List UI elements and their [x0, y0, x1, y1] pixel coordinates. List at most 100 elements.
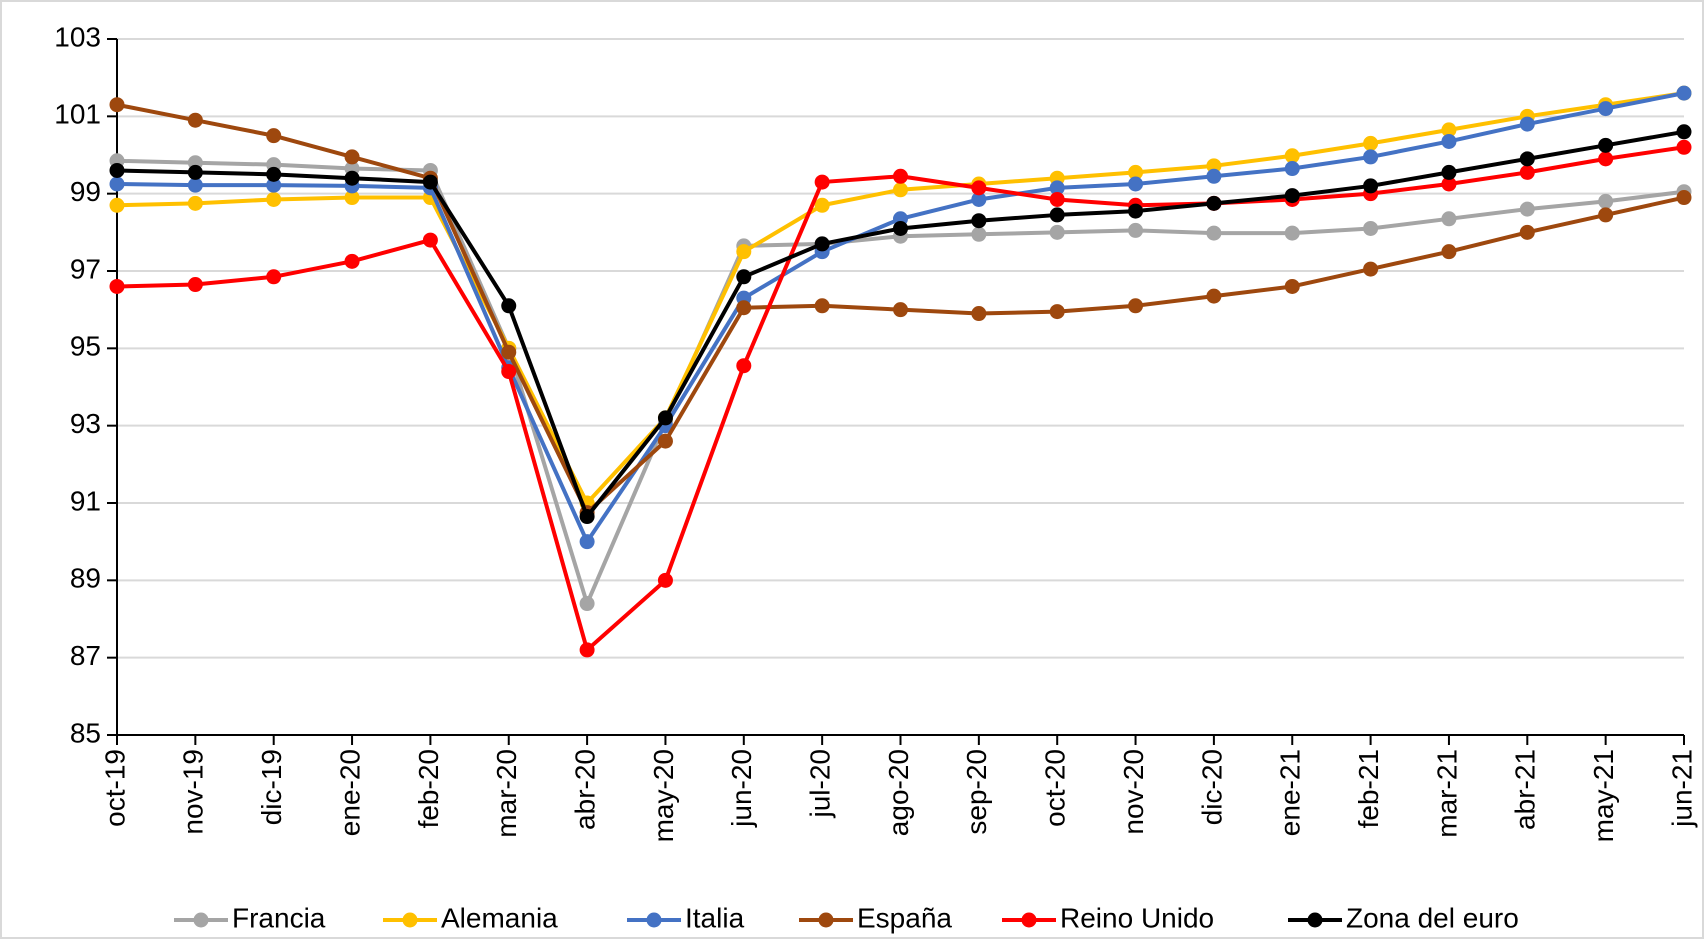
x-tick-label: dic-20 [1196, 749, 1227, 825]
series-point [501, 344, 517, 360]
legend-label: Italia [685, 902, 745, 933]
series-point [814, 236, 830, 252]
series-point [344, 170, 360, 186]
series-point [266, 191, 282, 207]
legend-label: Alemania [441, 902, 558, 933]
series-point [1441, 122, 1457, 138]
legend-label: Zona del euro [1346, 902, 1519, 933]
series-point [1676, 139, 1692, 155]
series-point [814, 174, 830, 190]
series-point [736, 300, 752, 316]
series-point [579, 596, 595, 612]
series-point [1519, 224, 1535, 240]
series-point [109, 176, 125, 192]
series-point [1363, 135, 1379, 151]
series-point [971, 213, 987, 229]
legend-marker [1307, 912, 1323, 928]
series-point [1206, 168, 1222, 184]
series-point [187, 112, 203, 128]
y-tick-label: 87 [70, 640, 101, 671]
series-point [1363, 178, 1379, 194]
series-point [1441, 164, 1457, 180]
series-point [971, 180, 987, 196]
series-point [1206, 225, 1222, 241]
x-tick-label: feb-21 [1353, 749, 1384, 828]
legend-label: España [857, 902, 952, 933]
series-point [109, 197, 125, 213]
series-point [814, 298, 830, 314]
series-point [893, 302, 908, 318]
series-point [1128, 176, 1144, 192]
series-point [579, 642, 595, 658]
legend-marker [818, 912, 834, 928]
series-point [1049, 180, 1065, 196]
series-point [1049, 224, 1065, 240]
series-point [893, 168, 908, 184]
x-tick-label: nov-19 [178, 749, 209, 835]
series-point [971, 306, 987, 322]
series-point [266, 128, 282, 144]
series-point [1441, 133, 1457, 149]
legend-label: Reino Unido [1060, 902, 1214, 933]
series-point [1598, 151, 1614, 167]
y-tick-label: 85 [70, 717, 101, 748]
series-point [736, 358, 752, 374]
series-point [1598, 193, 1614, 209]
series-point [1598, 137, 1614, 153]
x-tick-label: dic-19 [256, 749, 287, 825]
series-point [266, 166, 282, 182]
series-point [1363, 261, 1379, 277]
y-tick-label: 95 [70, 331, 101, 362]
legend-item: Zona del euro [1288, 902, 1519, 933]
x-tick-label: sep-20 [961, 749, 992, 835]
series-point [1128, 164, 1144, 180]
series-point [1128, 298, 1144, 314]
series-point [1676, 85, 1692, 101]
series-point [187, 177, 203, 193]
series-point [736, 244, 752, 260]
series-point [187, 277, 203, 293]
series-point [1284, 278, 1300, 294]
x-tick-label: ago-20 [883, 749, 914, 836]
x-tick-label: abr-21 [1510, 749, 1541, 830]
x-tick-label: abr-20 [569, 749, 600, 830]
legend-marker [1021, 912, 1037, 928]
y-tick-label: 89 [70, 563, 101, 594]
series-point [1206, 195, 1222, 211]
series-point [1284, 188, 1300, 204]
series-point [1284, 148, 1300, 164]
series-point [579, 509, 595, 525]
series-point [501, 364, 517, 380]
x-tick-label: jun-21 [1666, 749, 1697, 828]
x-tick-label: may-20 [648, 749, 679, 842]
series-point [1049, 191, 1065, 207]
series-point [1128, 222, 1144, 238]
series-point [1598, 207, 1614, 223]
series-point [1049, 304, 1065, 320]
series-point [1598, 101, 1614, 117]
series-point [1519, 151, 1535, 167]
y-tick-label: 93 [70, 408, 101, 439]
x-tick-label: oct-20 [1040, 749, 1071, 827]
series-point [971, 191, 987, 207]
series-point [1049, 207, 1065, 223]
series-point [1284, 161, 1300, 177]
series-point [1441, 211, 1457, 227]
series-point [1206, 288, 1222, 304]
series-point [344, 149, 360, 165]
series-point [657, 572, 673, 588]
series-point [422, 232, 438, 248]
series-point [1676, 190, 1692, 206]
series-point [187, 164, 203, 180]
series-point [971, 226, 987, 242]
series-point [1363, 220, 1379, 236]
series-point [266, 177, 282, 193]
y-tick-label: 97 [70, 253, 101, 284]
series-point [109, 278, 125, 294]
x-tick-label: nov-20 [1118, 749, 1149, 835]
series-point [1363, 149, 1379, 165]
series-point [1519, 201, 1535, 217]
series-point [1441, 244, 1457, 260]
